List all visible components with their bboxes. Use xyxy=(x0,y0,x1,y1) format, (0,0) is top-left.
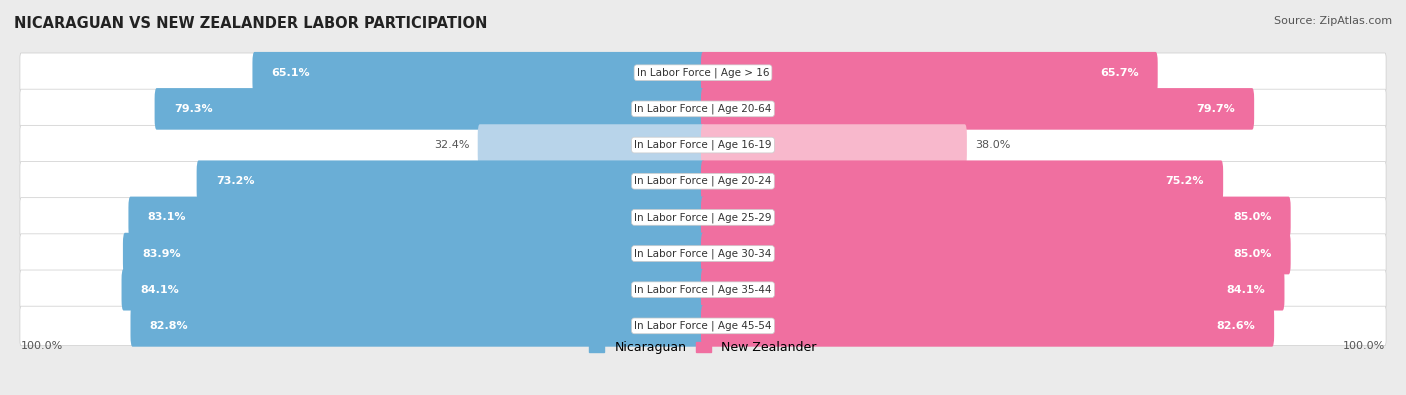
Text: 79.3%: 79.3% xyxy=(174,104,212,114)
FancyBboxPatch shape xyxy=(20,234,1386,273)
FancyBboxPatch shape xyxy=(122,233,704,275)
Text: 32.4%: 32.4% xyxy=(434,140,470,150)
FancyBboxPatch shape xyxy=(20,306,1386,346)
Text: In Labor Force | Age 35-44: In Labor Force | Age 35-44 xyxy=(634,284,772,295)
Text: 82.8%: 82.8% xyxy=(150,321,188,331)
Text: 73.2%: 73.2% xyxy=(217,176,254,186)
FancyBboxPatch shape xyxy=(20,162,1386,201)
Text: 84.1%: 84.1% xyxy=(1226,285,1265,295)
FancyBboxPatch shape xyxy=(702,305,1274,347)
Text: 65.7%: 65.7% xyxy=(1099,68,1139,78)
Text: Source: ZipAtlas.com: Source: ZipAtlas.com xyxy=(1274,16,1392,26)
Text: 83.1%: 83.1% xyxy=(148,213,186,222)
FancyBboxPatch shape xyxy=(20,198,1386,237)
Text: In Labor Force | Age 16-19: In Labor Force | Age 16-19 xyxy=(634,140,772,150)
FancyBboxPatch shape xyxy=(20,53,1386,92)
FancyBboxPatch shape xyxy=(702,160,1223,202)
FancyBboxPatch shape xyxy=(702,52,1157,94)
FancyBboxPatch shape xyxy=(702,88,1254,130)
FancyBboxPatch shape xyxy=(702,233,1291,275)
FancyBboxPatch shape xyxy=(478,124,704,166)
Text: 85.0%: 85.0% xyxy=(1233,248,1271,259)
FancyBboxPatch shape xyxy=(121,269,704,310)
FancyBboxPatch shape xyxy=(20,125,1386,165)
FancyBboxPatch shape xyxy=(131,305,704,347)
Text: 83.9%: 83.9% xyxy=(142,248,181,259)
Text: 65.1%: 65.1% xyxy=(271,68,311,78)
FancyBboxPatch shape xyxy=(20,89,1386,129)
Text: In Labor Force | Age 20-64: In Labor Force | Age 20-64 xyxy=(634,103,772,114)
FancyBboxPatch shape xyxy=(702,124,967,166)
FancyBboxPatch shape xyxy=(155,88,704,130)
Text: In Labor Force | Age 20-24: In Labor Force | Age 20-24 xyxy=(634,176,772,186)
Legend: Nicaraguan, New Zealander: Nicaraguan, New Zealander xyxy=(585,337,821,359)
FancyBboxPatch shape xyxy=(128,197,704,238)
FancyBboxPatch shape xyxy=(253,52,704,94)
Text: In Labor Force | Age > 16: In Labor Force | Age > 16 xyxy=(637,68,769,78)
Text: In Labor Force | Age 30-34: In Labor Force | Age 30-34 xyxy=(634,248,772,259)
Text: In Labor Force | Age 45-54: In Labor Force | Age 45-54 xyxy=(634,321,772,331)
Text: In Labor Force | Age 25-29: In Labor Force | Age 25-29 xyxy=(634,212,772,223)
Text: NICARAGUAN VS NEW ZEALANDER LABOR PARTICIPATION: NICARAGUAN VS NEW ZEALANDER LABOR PARTIC… xyxy=(14,16,488,31)
Text: 82.6%: 82.6% xyxy=(1216,321,1254,331)
FancyBboxPatch shape xyxy=(702,269,1285,310)
Text: 79.7%: 79.7% xyxy=(1197,104,1234,114)
Text: 75.2%: 75.2% xyxy=(1166,176,1204,186)
FancyBboxPatch shape xyxy=(197,160,704,202)
Text: 38.0%: 38.0% xyxy=(976,140,1011,150)
FancyBboxPatch shape xyxy=(702,197,1291,238)
Text: 100.0%: 100.0% xyxy=(21,341,63,351)
Text: 84.1%: 84.1% xyxy=(141,285,180,295)
Text: 100.0%: 100.0% xyxy=(1343,341,1385,351)
FancyBboxPatch shape xyxy=(20,270,1386,309)
Text: 85.0%: 85.0% xyxy=(1233,213,1271,222)
